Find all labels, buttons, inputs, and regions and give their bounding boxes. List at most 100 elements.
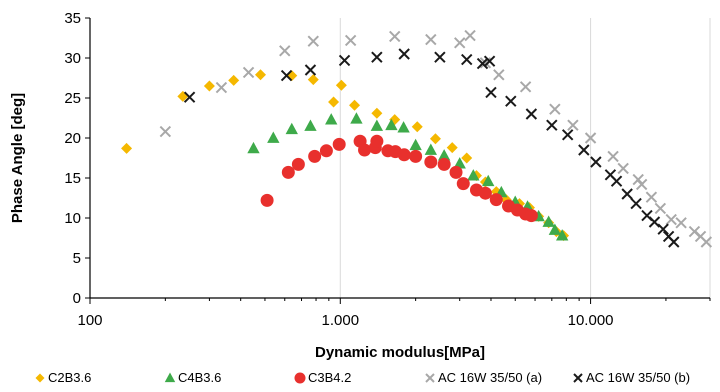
y-tick-label: 10 [64,210,81,227]
data-point [349,99,361,111]
legend-marker [425,373,435,383]
data-point [478,186,492,200]
x-tick-label: 1.000 [322,312,360,329]
data-point [307,35,319,47]
data-point [279,45,291,57]
y-tick-label: 0 [73,290,81,307]
data-point [304,119,317,131]
x-tick-label: 100 [77,312,102,329]
data-point [371,107,383,119]
data-point [525,108,538,120]
data-point [483,55,496,67]
data-point [461,152,473,164]
legend-marker [573,373,583,383]
plot-area [121,29,713,248]
data-point [476,57,489,70]
y-tick-label: 25 [64,90,81,107]
data-point [304,64,317,76]
x-axis-title: Dynamic modulus[MPa] [315,344,485,361]
data-point [247,141,260,154]
data-point [424,155,438,169]
legend-item: C3B4.2 [294,370,351,385]
data-point [307,74,319,86]
data-point [635,178,648,191]
data-point [389,30,401,43]
data-point [668,236,680,248]
data-point [607,150,619,163]
data-point [335,79,347,91]
data-point [280,69,293,82]
series-5 [183,48,680,248]
data-point [409,138,422,151]
data-point [215,81,228,94]
data-point [700,236,713,248]
data-point [654,202,667,215]
legend-marker [35,373,45,383]
data-point [358,143,372,157]
data-point [255,69,267,81]
y-tick-label: 35 [64,10,81,27]
legend-label: C2B3.6 [48,370,91,385]
data-point [425,33,437,46]
y-tick-label: 30 [64,50,81,67]
data-point [446,142,458,154]
legend-item: AC 16W 35/50 (b) [573,370,690,385]
data-point [449,165,463,179]
legend-label: AC 16W 35/50 (a) [438,370,542,385]
data-point [397,121,410,133]
data-point [561,129,574,141]
y-tick-label: 20 [64,130,81,147]
data-point [648,216,661,228]
data-point [542,215,555,227]
y-tick-label: 5 [73,250,81,267]
series-4 [159,29,713,248]
data-point [621,188,633,200]
data-point [482,174,495,187]
series-2 [247,112,569,241]
data-point [121,142,133,154]
tick-labels: 100 1.000 10.000 0 5 10 15 20 25 30 35 [64,10,613,329]
data-point [467,169,480,181]
data-point [549,103,561,115]
legend-item: C4B3.6 [164,370,221,385]
data-point [385,118,398,131]
axes [85,17,711,304]
data-point [350,112,363,124]
data-point [610,175,623,187]
legend-marker [164,372,176,383]
data-point [454,37,466,49]
data-point [489,193,503,207]
legend-label: C4B3.6 [178,370,221,385]
data-point [485,86,497,99]
data-point [590,156,602,168]
data-point [675,217,687,229]
data-point [370,119,384,131]
data-point [344,34,357,47]
data-point [397,148,411,162]
data-point [461,53,473,66]
data-point [429,133,441,145]
data-point [332,137,346,151]
data-point [424,143,438,155]
series-3 [260,134,538,223]
data-point [242,66,255,79]
x-tick-label: 10.000 [568,312,614,329]
y-tick-label: 15 [64,170,81,187]
data-point [645,191,658,203]
data-point [370,134,384,148]
data-point [328,96,340,108]
data-point [546,119,558,131]
data-point [464,29,476,42]
data-point [456,177,470,191]
data-point [578,144,590,156]
data-point [319,144,333,158]
data-point [524,209,538,223]
data-point [567,119,579,131]
data-point [281,165,295,179]
data-point [453,157,466,169]
data-point [617,162,629,175]
data-point [267,131,280,143]
data-point [657,223,669,235]
data-point [548,223,562,235]
